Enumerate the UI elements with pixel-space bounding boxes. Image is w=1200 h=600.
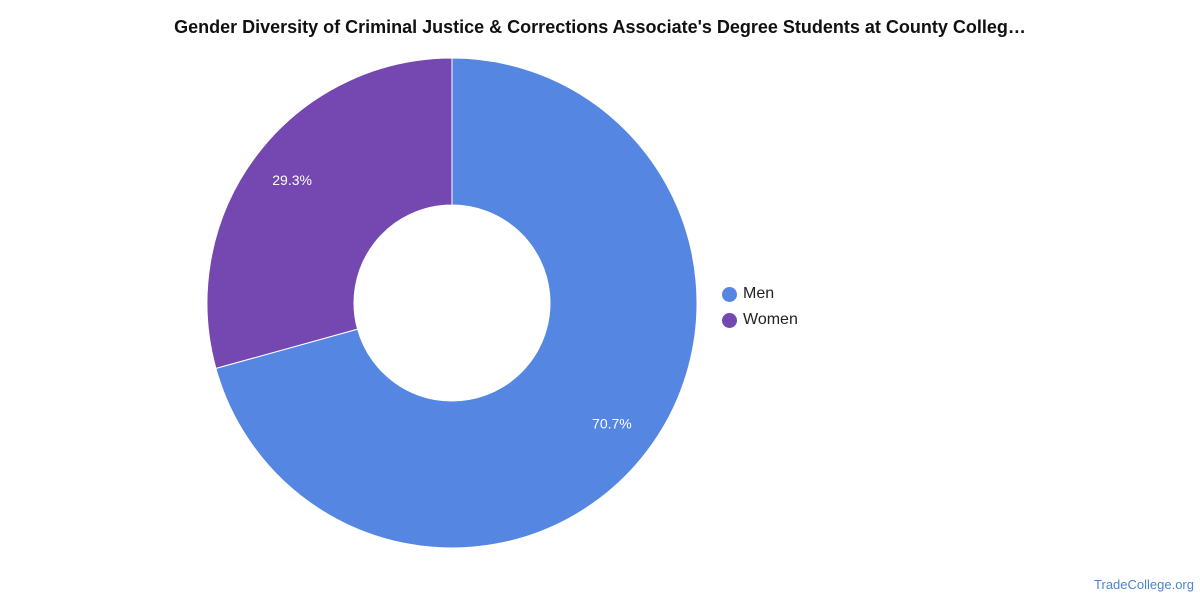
- legend-swatch-women: [722, 312, 737, 328]
- slice-men[interactable]: [215, 57, 698, 549]
- legend-item-women[interactable]: Women: [722, 307, 798, 333]
- legend-label-women: Women: [743, 311, 798, 328]
- slice-label-women: 29.3%: [272, 172, 312, 188]
- watermark: TradeCollege.org: [1094, 577, 1194, 592]
- chart-title: Gender Diversity of Criminal Justice & C…: [174, 17, 1026, 37]
- legend-item-men[interactable]: Men: [722, 281, 798, 307]
- slice-label-men: 70.7%: [592, 415, 632, 431]
- legend-swatch-men: [722, 286, 737, 302]
- legend: Men Women: [722, 281, 798, 333]
- slice-women[interactable]: [206, 57, 453, 370]
- legend-label-men: Men: [743, 285, 775, 302]
